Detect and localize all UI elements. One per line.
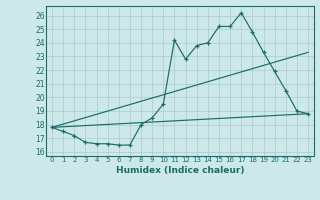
X-axis label: Humidex (Indice chaleur): Humidex (Indice chaleur) xyxy=(116,166,244,175)
